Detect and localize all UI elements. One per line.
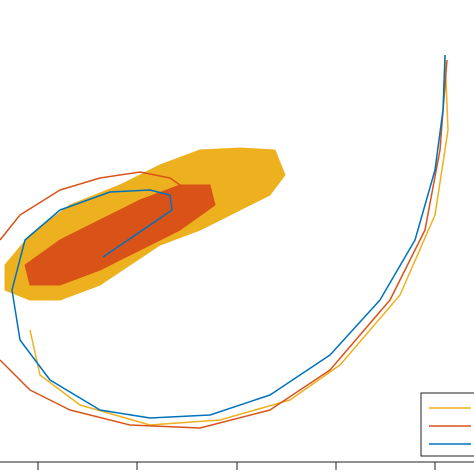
legend: [420, 392, 474, 457]
legend-box: [420, 392, 474, 457]
region: [24, 184, 216, 286]
curve: [0, 59, 448, 429]
curve: [29, 54, 449, 426]
curve: [11, 54, 446, 419]
